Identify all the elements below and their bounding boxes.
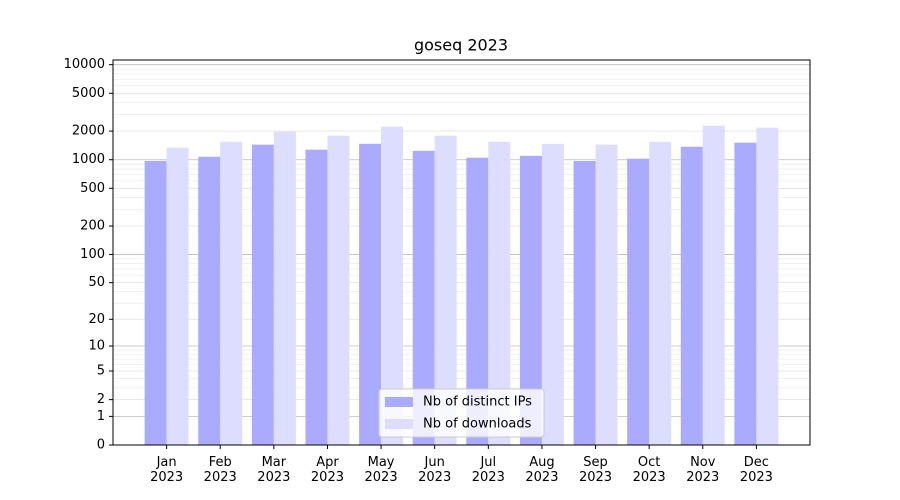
- legend-label: Nb of distinct IPs: [423, 395, 532, 410]
- legend-swatch: [385, 419, 413, 429]
- y-tick-label: 10: [88, 338, 105, 353]
- bar: [198, 156, 221, 445]
- bar: [434, 135, 457, 445]
- chart-title: goseq 2023: [414, 36, 508, 55]
- legend-swatch: [385, 397, 413, 407]
- bar: [412, 150, 435, 445]
- bar: [541, 143, 564, 446]
- bar: [251, 144, 274, 446]
- bar: [359, 143, 382, 446]
- y-tick-label: 100: [80, 247, 105, 262]
- x-tick-label: Dec 2023: [740, 455, 773, 485]
- x-tick-label: Jul 2023: [472, 455, 505, 485]
- bar: [519, 155, 542, 445]
- bar: [305, 149, 328, 445]
- bar: [466, 157, 489, 445]
- bar: [627, 158, 650, 446]
- bar: [327, 135, 350, 445]
- y-tick-label: 50: [88, 275, 105, 290]
- bar: [649, 141, 672, 445]
- y-tick-label: 20: [88, 312, 105, 327]
- bar: [166, 147, 189, 445]
- x-tick-label: Aug 2023: [525, 455, 558, 485]
- bar: [702, 125, 725, 445]
- y-tick-label: 1: [97, 409, 105, 424]
- y-tick-label: 0: [97, 438, 105, 453]
- y-tick-label: 2000: [72, 124, 105, 139]
- y-tick-label: 5: [97, 364, 105, 379]
- bar: [734, 142, 757, 446]
- bar: [595, 144, 618, 446]
- y-tick-label: 200: [80, 219, 105, 234]
- bar: [488, 141, 511, 445]
- x-tick-label: May 2023: [365, 455, 398, 485]
- x-tick-label: Jan 2023: [150, 455, 183, 485]
- y-tick-label: 500: [80, 181, 105, 196]
- bar: [573, 160, 596, 445]
- y-tick-label: 10000: [64, 57, 105, 72]
- bar: [144, 160, 167, 445]
- legend-label: Nb of downloads: [423, 417, 532, 432]
- x-tick-label: Feb 2023: [204, 455, 237, 485]
- legend-box: [378, 388, 545, 438]
- bar: [381, 126, 404, 445]
- x-tick-label: Apr 2023: [311, 455, 344, 485]
- y-tick-label: 2: [97, 392, 105, 407]
- x-tick-label: Mar 2023: [257, 455, 290, 485]
- bar: [680, 146, 703, 445]
- x-tick-label: Sep 2023: [579, 455, 612, 485]
- bar: [220, 141, 243, 445]
- bar: [273, 131, 296, 446]
- x-tick-label: Oct 2023: [633, 455, 666, 485]
- bar: [756, 127, 779, 445]
- y-tick-label: 5000: [72, 86, 105, 101]
- plot-frame: [112, 59, 811, 446]
- x-tick-label: Nov 2023: [686, 455, 719, 485]
- y-tick-label: 1000: [72, 152, 105, 167]
- x-tick-label: Jun 2023: [418, 455, 451, 485]
